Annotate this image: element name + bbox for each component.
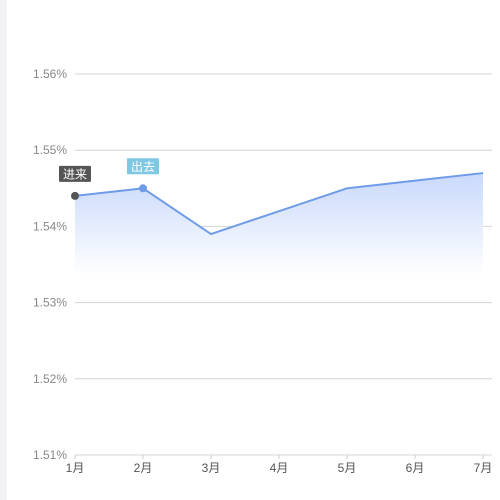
y-tick-label: 1.53% [33, 296, 67, 310]
x-tick-label: 1月 [66, 461, 85, 475]
x-tick-label: 2月 [134, 461, 153, 475]
x-tick-label: 6月 [406, 461, 425, 475]
annotation-label: 出去 [131, 160, 155, 174]
annotation-point [71, 191, 79, 200]
y-tick-label: 1.52% [33, 372, 67, 386]
series-area-fill [75, 173, 483, 276]
y-tick-label: 1.55% [33, 143, 67, 157]
annotation-point [139, 184, 147, 193]
annotation-tag [127, 158, 159, 175]
grid-layer: 1.51% 1.52% 1.53% 1.54% 1.55% 1.56% 1月 2月 3月 4月 5月… [33, 67, 492, 475]
x-tick-label: 5月 [338, 461, 357, 475]
y-tick-label: 1.56% [33, 67, 67, 81]
x-tick-label: 3月 [202, 461, 221, 475]
y-tick-label: 1.54% [33, 219, 67, 233]
annotation-tag [59, 165, 91, 182]
left-edge-strip [0, 0, 7, 500]
y-tick-label: 1.51% [33, 448, 67, 462]
x-tick-label: 4月 [270, 461, 289, 475]
annotation-label: 进来 [63, 167, 87, 181]
x-tick-label: 7月 [474, 461, 493, 475]
area-layer [75, 173, 483, 276]
label-layer: 进来 出去 [59, 158, 159, 200]
